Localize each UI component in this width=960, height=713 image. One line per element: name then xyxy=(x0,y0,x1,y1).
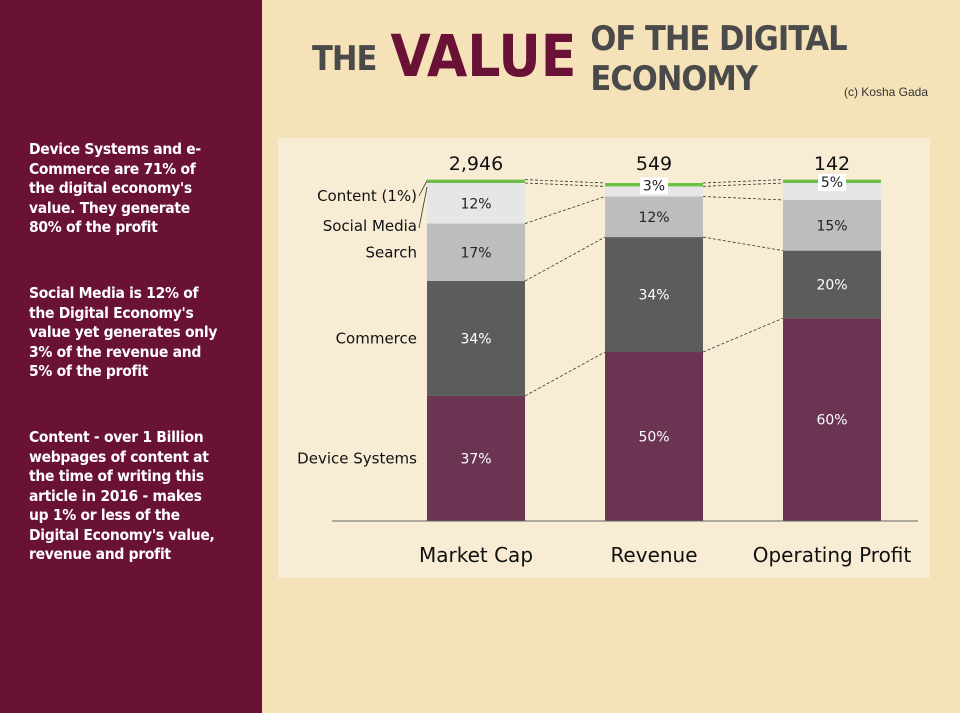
title-value: VALUE xyxy=(390,22,577,90)
data-label-operating-profit-device-systems: 60% xyxy=(816,413,847,429)
data-label-revenue-search: 12% xyxy=(638,210,669,226)
leader-content xyxy=(418,180,428,197)
connector-social-media-1 xyxy=(524,182,606,187)
data-label-operating-profit-commerce: 20% xyxy=(816,277,847,293)
connector-device-systems-2 xyxy=(702,317,784,353)
bar-operating-profit-device-systems xyxy=(783,318,881,521)
bar-operating-profit-commerce xyxy=(783,250,881,319)
connector-search-2 xyxy=(702,196,784,201)
label-box-revenue-social-media xyxy=(640,177,668,195)
bar-market-cap-commerce xyxy=(427,281,525,396)
category-label-operating-profit: Operating Profit xyxy=(753,543,912,567)
credit-text: (c) Kosha Gada xyxy=(843,85,928,99)
bar-revenue-device-systems xyxy=(605,352,703,521)
data-label-revenue-social-media: 3% xyxy=(643,178,665,194)
bar-revenue-search xyxy=(605,196,703,238)
sidebar-paragraph-3: Content - over 1 Billion webpages of con… xyxy=(29,428,215,563)
title-rest: OF THE DIGITAL ECONOMY xyxy=(590,19,847,99)
data-label-operating-profit-social-media: 5% xyxy=(821,175,843,191)
bar-revenue-commerce xyxy=(605,237,703,352)
total-label-revenue: 549 xyxy=(636,153,672,175)
series-label-commerce: Commerce xyxy=(336,329,417,347)
data-label-operating-profit-search: 15% xyxy=(816,218,847,234)
data-label-revenue-device-systems: 50% xyxy=(638,430,669,446)
title-the: THE xyxy=(312,39,377,79)
series-label-content: Content (1%) xyxy=(317,187,417,205)
label-box-operating-profit-social-media xyxy=(818,174,846,191)
bar-market-cap-search xyxy=(427,223,525,282)
connector-content-2 xyxy=(702,179,784,184)
connector-content-1 xyxy=(524,179,606,184)
total-label-market-cap: 2,946 xyxy=(449,153,503,175)
series-label-social-media: Social Media xyxy=(323,217,417,235)
sidebar-paragraph-2: Social Media is 12% of the Digital Econo… xyxy=(29,284,218,380)
bar-market-cap-device-systems xyxy=(427,395,525,521)
connector-commerce-2 xyxy=(702,236,784,251)
bar-operating-profit-search xyxy=(783,199,881,251)
sidebar-panel: Device Systems and e- Commerce are 71% o… xyxy=(0,0,262,713)
chart-panel: 37% 34% 17% 12% 50% 34% 12% 3% 60% 20% 15% 5% 2,946 5… xyxy=(278,138,930,578)
bar-operating-profit-social-media xyxy=(783,183,881,200)
page-title: THE VALUE OF THE DIGITAL ECONOMY xyxy=(312,16,960,99)
category-label-revenue: Revenue xyxy=(610,543,697,567)
connector-search-1 xyxy=(524,196,606,224)
series-label-search: Search xyxy=(365,243,417,261)
series-label-device-systems: Device Systems xyxy=(297,449,417,467)
bar-market-cap-content xyxy=(427,179,525,183)
bar-market-cap-social-media xyxy=(427,183,525,224)
total-label-operating-profit: 142 xyxy=(814,153,850,175)
data-label-revenue-commerce: 34% xyxy=(638,288,669,304)
connector-commerce-1 xyxy=(524,236,606,282)
data-label-market-cap-social-media: 12% xyxy=(460,196,491,212)
data-label-market-cap-search: 17% xyxy=(460,245,491,261)
leader-social-media xyxy=(418,186,428,229)
category-label-market-cap: Market Cap xyxy=(419,543,533,567)
connector-social-media-2 xyxy=(702,182,784,187)
data-label-market-cap-commerce: 34% xyxy=(460,331,491,347)
sidebar-paragraph-1: Device Systems and e- Commerce are 71% o… xyxy=(29,140,201,236)
data-label-market-cap-device-systems: 37% xyxy=(460,451,491,467)
connector-device-systems-1 xyxy=(524,351,606,397)
stacked-bar-chart: 37% 34% 17% 12% 50% 34% 12% 3% 60% 20% 15% 5% 2,946 5… xyxy=(297,153,918,567)
